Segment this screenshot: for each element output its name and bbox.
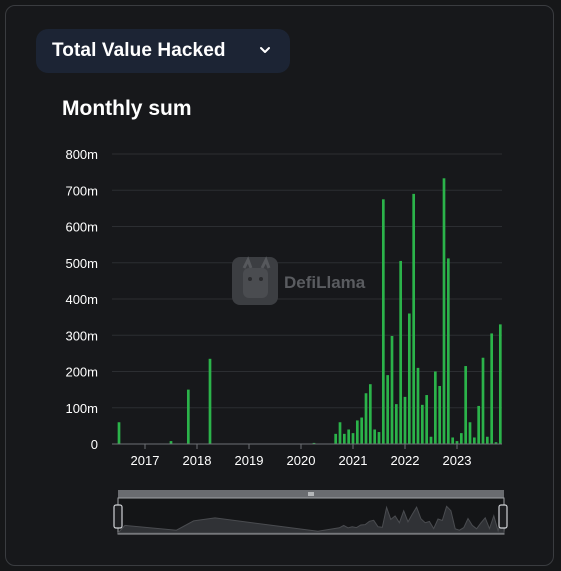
bar[interactable]	[342, 433, 346, 444]
bar[interactable]	[468, 422, 472, 444]
chart-card	[5, 5, 554, 566]
bar[interactable]	[377, 432, 381, 444]
metric-selector-label: Total Value Hacked	[52, 40, 226, 61]
bar[interactable]	[403, 396, 407, 444]
bar[interactable]	[446, 258, 450, 444]
bar[interactable]	[425, 395, 429, 444]
bar[interactable]	[169, 441, 173, 444]
chart-title: Monthly sum	[62, 97, 192, 120]
bars	[117, 178, 502, 445]
bar[interactable]	[429, 436, 433, 444]
bar[interactable]	[399, 260, 403, 444]
bar[interactable]	[420, 404, 424, 444]
bar[interactable]	[412, 193, 416, 444]
bar[interactable]	[485, 436, 489, 444]
bar[interactable]	[464, 366, 468, 444]
bar[interactable]	[390, 335, 394, 444]
bar[interactable]	[459, 433, 463, 444]
bar[interactable]	[442, 178, 446, 444]
zoom-handle-left[interactable]	[113, 504, 123, 529]
x-tick-label: 2018	[183, 453, 212, 468]
bar[interactable]	[386, 375, 390, 444]
bar[interactable]	[381, 199, 385, 444]
y-tick-label: 600m	[65, 220, 98, 235]
bar[interactable]	[416, 367, 420, 444]
bar[interactable]	[338, 422, 342, 444]
y-tick-label: 300m	[65, 328, 98, 343]
chevron-down-icon[interactable]	[258, 43, 272, 57]
bar[interactable]	[498, 324, 502, 444]
x-tick-label: 2021	[339, 453, 368, 468]
x-axis: 2017 2018 2019 2020 2021 2022 2023	[131, 453, 472, 468]
y-tick-label: 500m	[65, 256, 98, 271]
zoom-slider-grip-icon[interactable]	[308, 492, 314, 496]
bar[interactable]	[481, 357, 485, 444]
bar[interactable]	[477, 405, 481, 444]
bar[interactable]	[186, 389, 190, 444]
bar[interactable]	[368, 384, 372, 444]
x-tick-label: 2017	[131, 453, 160, 468]
y-tick-label: 700m	[65, 183, 98, 198]
watermark: DefiLlama	[232, 256, 366, 305]
x-tick-label: 2019	[235, 453, 264, 468]
zoom-slider[interactable]	[113, 490, 508, 535]
y-axis: 0 100m 200m 300m 400m 500m 600m 700m 800m	[65, 147, 98, 452]
y-tick-label: 800m	[65, 147, 98, 162]
bar[interactable]	[360, 417, 364, 444]
zoom-preview-area	[116, 505, 505, 534]
bar[interactable]	[407, 313, 411, 445]
y-tick-label: 200m	[65, 365, 98, 380]
bar[interactable]	[364, 393, 368, 444]
x-axis-ticks	[144, 444, 458, 449]
bar[interactable]	[373, 429, 377, 445]
bar[interactable]	[490, 333, 494, 444]
bar[interactable]	[455, 441, 459, 444]
bar[interactable]	[334, 433, 338, 444]
bar[interactable]	[347, 429, 351, 445]
bar[interactable]	[494, 442, 498, 444]
x-tick-label: 2023	[443, 453, 472, 468]
bar[interactable]	[472, 437, 476, 444]
llama-logo-icon	[232, 256, 278, 305]
bar[interactable]	[117, 422, 121, 444]
y-tick-label: 100m	[65, 401, 98, 416]
y-tick-label: 0	[91, 437, 98, 452]
x-tick-label: 2020	[287, 453, 316, 468]
grid-lines	[112, 153, 502, 409]
bar[interactable]	[433, 371, 437, 445]
metric-selector[interactable]: Total Value Hacked	[36, 29, 290, 73]
watermark-text: DefiLlama	[284, 273, 366, 292]
bar[interactable]	[351, 433, 355, 444]
y-tick-label: 400m	[65, 292, 98, 307]
zoom-handle-right[interactable]	[498, 504, 508, 529]
bar[interactable]	[394, 404, 398, 444]
x-tick-label: 2022	[391, 453, 420, 468]
bar[interactable]	[451, 437, 455, 444]
bar[interactable]	[312, 442, 316, 444]
bar[interactable]	[438, 386, 442, 444]
bar[interactable]	[355, 420, 359, 444]
bar[interactable]	[208, 358, 212, 444]
